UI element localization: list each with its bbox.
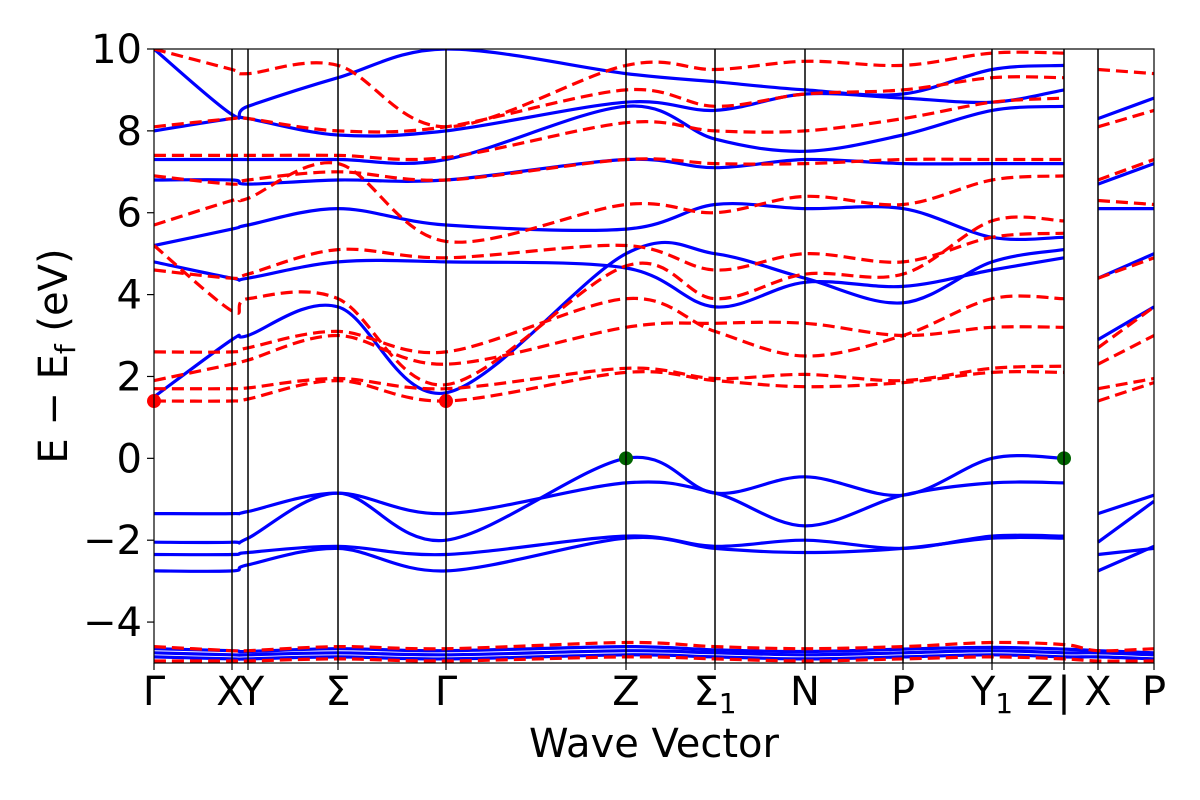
solid-band-7: [1097, 544, 1154, 573]
y-tick-label-5: 6: [117, 191, 142, 237]
solid-band-9: [154, 653, 1154, 661]
dashed-band-41: [1097, 108, 1154, 129]
solid-band-12: [154, 256, 1065, 309]
dashed-band-34: [1097, 381, 1154, 403]
dashed-band-43: [154, 640, 1154, 653]
x-tick-label-5: Z: [612, 669, 639, 715]
solid-band-4: [1097, 493, 1154, 516]
x-tick-label-3: Σ: [325, 669, 350, 715]
y-tick-label-6: 8: [117, 109, 142, 155]
solid-band-13: [154, 201, 1065, 248]
plot-frame: [153, 48, 1155, 664]
dashed-band-25: [154, 320, 1065, 383]
dashed-band-23: [154, 370, 1065, 403]
x-tick-label-0: Γ: [143, 669, 166, 715]
dashed-band-28: [154, 231, 1065, 281]
dashed-band-26: [154, 294, 1065, 358]
y-tick-label-0: −4: [83, 600, 142, 646]
dashed-band-24: [154, 364, 1065, 391]
x-tick-label-1: X: [216, 669, 243, 715]
solid-band-8: [154, 649, 1154, 657]
x-tick-label-6: Σ1: [693, 669, 736, 720]
solid-band-3: [154, 535, 1065, 573]
x-tick-label-11: |: [1057, 669, 1070, 715]
y-axis-label: E − Ef (eV): [31, 248, 82, 463]
x-tick-label-12: X: [1084, 669, 1111, 715]
x-tick-label-2: Y: [239, 669, 265, 715]
dashed-band-38: [1097, 256, 1154, 280]
dashed-band-42: [1097, 67, 1154, 76]
y-tick-label-1: −2: [83, 518, 142, 564]
dashed-band-37: [1097, 305, 1154, 350]
solid-band-22: [1097, 96, 1154, 121]
x-tick-label-8: P: [891, 669, 915, 715]
y-tick-label-2: 0: [117, 436, 142, 482]
y-tick-label-3: 2: [117, 354, 142, 400]
band-edge-markers: [147, 394, 1071, 466]
y-axis-label-subscript: f: [49, 343, 82, 354]
dashed-band-40: [1097, 157, 1154, 182]
x-tick-label-9: Y1: [970, 669, 1013, 720]
x-axis-label: Wave Vector: [529, 721, 780, 767]
x-axis-ticks: Γ XY Σ Γ Z Σ1 N P Y1 Z | X P: [143, 663, 1166, 720]
y-axis-label-main: E − E: [31, 354, 77, 464]
kpoint-lines: [231, 49, 1099, 663]
x-tick-label-7: N: [790, 669, 820, 715]
x-tick-label-10: Z: [1026, 669, 1053, 715]
dashed-band-27: [154, 215, 1065, 387]
x-tick-label-13: P: [1142, 669, 1166, 715]
dashed-band-35: [1097, 376, 1154, 391]
dashed-band-39: [1097, 198, 1154, 207]
y-tick-label-7: 10: [91, 27, 142, 73]
band-lines: [154, 49, 1154, 663]
dashed-band-36: [1097, 334, 1154, 366]
solid-band-21: [1097, 162, 1154, 186]
dashed-band-44: [154, 655, 1154, 663]
y-axis-ticks: −4 −2 0 2 4 6 8 10: [83, 27, 154, 646]
solid-band-10: [154, 644, 1154, 655]
y-tick-label-4: 4: [117, 273, 142, 319]
solid-band-14: [154, 157, 1064, 186]
x-tick-label-4: Γ: [435, 669, 458, 715]
y-axis-label-unit: (eV): [31, 248, 77, 344]
solid-band-5: [1097, 500, 1154, 544]
